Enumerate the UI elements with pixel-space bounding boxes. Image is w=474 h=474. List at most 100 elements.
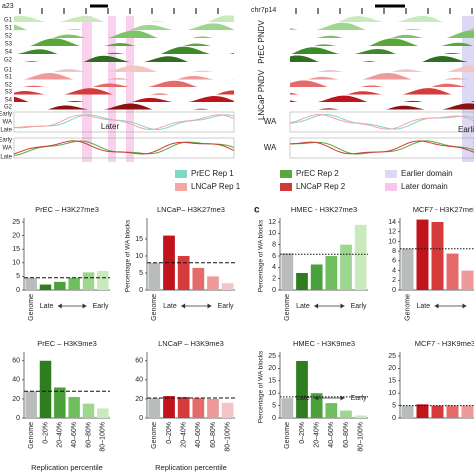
chart-title: PrEC – H3K27me3 <box>35 205 99 214</box>
panel-label: c <box>254 205 260 216</box>
y-tick-label: 10 <box>12 260 20 267</box>
legend-swatch <box>385 170 397 178</box>
track <box>14 46 234 54</box>
annotation: Late <box>296 303 310 310</box>
wa-line <box>13 114 235 130</box>
track <box>290 103 474 110</box>
legend-swatch <box>280 183 292 191</box>
chart-title: HMEC - H3K9me3 <box>293 339 355 348</box>
row-label: Late <box>0 155 12 161</box>
y-tick-label: 10 <box>388 238 396 245</box>
row-label: Late <box>0 128 12 134</box>
bar <box>163 396 175 418</box>
bar <box>177 397 190 418</box>
track <box>290 38 474 46</box>
track <box>290 47 474 54</box>
x-tick-label: 20–40% <box>181 422 188 448</box>
y-tick-label: 15 <box>135 236 143 243</box>
track <box>14 23 234 30</box>
x-tick-label: 40–60% <box>195 422 202 448</box>
bar <box>325 403 338 418</box>
row-label: S1 <box>5 26 13 32</box>
chart-title: HMEC - H3K27me3 <box>291 205 357 214</box>
y-tick-label: 5 <box>16 273 20 280</box>
chart-title: PrEC – H3K9me3 <box>37 339 97 348</box>
bar <box>281 253 294 290</box>
annotation: Early <box>351 395 367 402</box>
track <box>290 80 474 87</box>
y-tick-label: 25 <box>12 219 20 226</box>
row-label: WA <box>3 146 12 152</box>
y-tick-label: 5 <box>139 270 143 277</box>
y-tick-label: 40 <box>12 377 20 384</box>
group-label: LNCaP PNDV <box>257 69 266 120</box>
track <box>14 30 234 38</box>
bar <box>54 387 66 418</box>
legend-label: LNCaP Rep 2 <box>296 182 346 191</box>
legend-swatch <box>385 183 397 191</box>
bar <box>25 391 37 418</box>
bar <box>68 397 80 418</box>
wa-line <box>13 114 235 130</box>
legend-label: Later domain <box>401 182 448 191</box>
row-label: S1 <box>5 75 13 81</box>
y-tick-label: 10 <box>388 390 396 397</box>
row-label: S3 <box>5 90 13 96</box>
bar <box>446 253 459 290</box>
bar <box>310 393 323 418</box>
y-tick-label: 8 <box>272 242 276 249</box>
x-tick-label: 20–40% <box>314 422 321 448</box>
track <box>14 96 234 102</box>
annotation: Later <box>101 122 120 131</box>
y-tick-label: 0 <box>139 287 143 294</box>
track <box>14 65 234 72</box>
bar <box>39 360 52 418</box>
row-label: G1 <box>4 18 13 24</box>
y-tick-label: 15 <box>268 378 276 385</box>
x-tick-label: Genome <box>151 294 158 321</box>
legend-label: Earlier domain <box>401 169 453 178</box>
bar <box>177 256 190 290</box>
bar <box>192 267 205 290</box>
y-tick-label: 0 <box>139 415 143 422</box>
annotation: Early <box>218 303 234 310</box>
track <box>14 88 234 95</box>
x-tick-label: 40–60% <box>71 422 78 448</box>
y-axis-label: Percentage of WA blocks <box>125 219 132 292</box>
bar <box>296 273 308 290</box>
earlier-domain <box>462 16 474 162</box>
track <box>290 30 474 38</box>
x-tick-label: 60–80% <box>85 422 92 448</box>
bar <box>296 360 308 418</box>
annotation: Late <box>40 303 54 310</box>
y-tick-label: 0 <box>392 415 396 422</box>
y-tick-label: 2 <box>272 276 276 283</box>
bar <box>82 272 95 290</box>
bar <box>431 405 444 418</box>
bar <box>340 410 352 418</box>
y-tick-label: 60 <box>12 358 20 365</box>
wa-box <box>289 137 474 159</box>
track-title: chr7p14 <box>251 7 276 14</box>
row-label: S4 <box>5 50 13 56</box>
x-tick-label: 80–100% <box>358 422 365 452</box>
y-tick-label: 20 <box>12 396 20 403</box>
annotation: Earli <box>458 125 474 134</box>
y-tick-label: 20 <box>12 232 20 239</box>
x-axis-label: Replication percentile <box>31 463 103 472</box>
y-tick-label: 2 <box>392 277 396 284</box>
y-tick-label: 15 <box>12 246 20 253</box>
y-tick-label: 25 <box>388 353 396 360</box>
x-tick-label: 0–20% <box>42 422 49 444</box>
x-tick-label: Genome <box>404 294 411 321</box>
bar <box>207 398 219 418</box>
track <box>14 80 234 87</box>
annotation: Early <box>351 303 367 310</box>
row-label: Early <box>0 112 12 118</box>
group-label: PrEC PNDV <box>257 20 266 64</box>
y-axis-label: Percentage of WA blocks <box>258 350 265 423</box>
bar <box>431 222 444 290</box>
y-tick-label: 12 <box>388 229 396 236</box>
bar <box>25 277 37 290</box>
